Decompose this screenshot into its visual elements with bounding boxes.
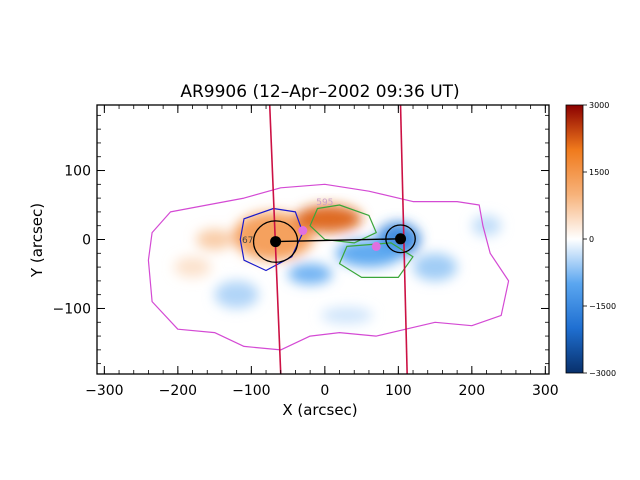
chart-title: AR9906 (12–Apr–2002 09:36 UT) [180, 82, 459, 102]
axis-ticks: −300 −200 −100 0 100 200 300 100 0 −100 [53, 105, 559, 399]
contour-label: 595 [316, 198, 333, 208]
magenta-dot [371, 241, 381, 251]
field-blob [413, 253, 458, 281]
x-tick-label: 300 [532, 383, 559, 399]
x-tick-label: −100 [232, 383, 270, 399]
field-blob [196, 229, 233, 250]
y-tick-label: 100 [64, 164, 91, 180]
magenta-dot [298, 226, 308, 236]
y-tick-label: −100 [53, 301, 91, 317]
contour-inner-green [309, 204, 377, 244]
colorbar-ticks: 3000 1500 0 −1500 −3000 [583, 101, 616, 378]
footpoint-left [270, 236, 282, 248]
footpoint-connector [275, 238, 401, 243]
contour-label: 67 [242, 236, 253, 246]
field-blob [295, 205, 362, 233]
overlays [252, 105, 416, 374]
footpoint-right [395, 233, 407, 245]
x-tick-label: 200 [458, 383, 485, 399]
x-tick-label: 100 [385, 383, 412, 399]
field-blob [214, 280, 259, 309]
colorbar-tick-label: 0 [589, 235, 594, 244]
field-blob [288, 263, 333, 285]
contours: 595 67 [147, 183, 510, 351]
colorbar-tick-label: 1500 [589, 168, 609, 177]
plot-background [97, 105, 549, 374]
x-tick-label: −200 [159, 383, 197, 399]
field-blob [174, 256, 211, 278]
colorbar-tick-label: 3000 [589, 101, 609, 110]
contour-inner-green-2 [338, 242, 414, 278]
y-axis-label: Y (arcsec) [28, 203, 46, 278]
x-tick-label: −300 [85, 383, 123, 399]
colorbar: 3000 1500 0 −1500 −3000 [565, 101, 616, 378]
colorbar-tick-label: −3000 [589, 369, 616, 378]
field-blob [232, 211, 314, 261]
contour-outer [147, 183, 510, 351]
field-blob [321, 307, 373, 324]
x-axis-label: X (arcsec) [282, 401, 357, 419]
y-tick-label: 0 [82, 233, 91, 249]
field-blob [471, 215, 502, 237]
contour-blue-loop-left [239, 207, 304, 272]
x-tick-label: 0 [320, 383, 329, 399]
colorbar-strip [565, 104, 584, 374]
colorbar-tick-label: −1500 [589, 302, 616, 311]
plot-area: 595 67 −300 −200 −100 0 100 200 300 100 0 −100 [53, 104, 559, 399]
